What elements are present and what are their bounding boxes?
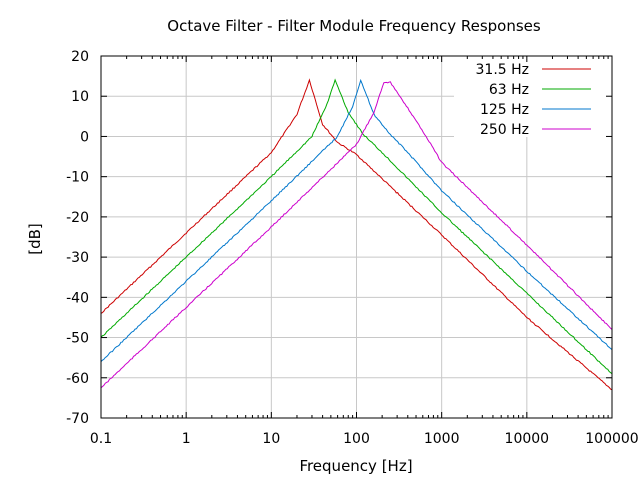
y-tick-label: -40	[66, 290, 89, 306]
y-tick-label: 20	[71, 49, 89, 65]
y-tick-label: 0	[80, 129, 89, 145]
x-tick-label: 100000	[585, 431, 638, 447]
legend-label: 250 Hz	[480, 122, 529, 138]
series-layer	[100, 78, 613, 391]
grid-layer	[101, 56, 612, 418]
x-tick-label: 1	[182, 431, 191, 447]
series-line-125-hz	[100, 78, 613, 363]
tick-layer: 0.1 1 10 100 1000 10000 10000020100-10-20-30-4…	[66, 49, 639, 447]
legend-background	[454, 57, 611, 137]
y-tick-label: -70	[66, 411, 89, 427]
y-tick-label: -60	[66, 371, 89, 387]
series-line-63-hz	[100, 78, 613, 375]
legend: 31.5 Hz 63 Hz 125 Hz 250 Hz	[476, 62, 591, 138]
x-tick-label: 10	[262, 431, 280, 447]
x-tick-label: 1000	[424, 431, 460, 447]
chart-title: Octave Filter - Filter Module Frequency …	[167, 17, 541, 35]
y-tick-label: -20	[66, 210, 89, 226]
x-tick-label: 100	[343, 431, 370, 447]
x-tick-label: 10000	[505, 431, 550, 447]
y-tick-label: 10	[71, 89, 89, 105]
y-tick-label: -10	[66, 170, 89, 186]
y-axis-label: [dB]	[26, 223, 44, 255]
legend-label: 125 Hz	[480, 102, 529, 118]
series-line-31-5-hz	[100, 78, 613, 391]
y-tick-label: -50	[66, 331, 89, 347]
y-tick-label: -30	[66, 250, 89, 266]
legend-label: 63 Hz	[489, 82, 529, 98]
legend-label: 31.5 Hz	[476, 62, 530, 78]
series-line-250-hz	[100, 81, 613, 389]
x-axis-label: Frequency [Hz]	[299, 457, 412, 475]
x-tick-label: 0.1	[90, 431, 112, 447]
